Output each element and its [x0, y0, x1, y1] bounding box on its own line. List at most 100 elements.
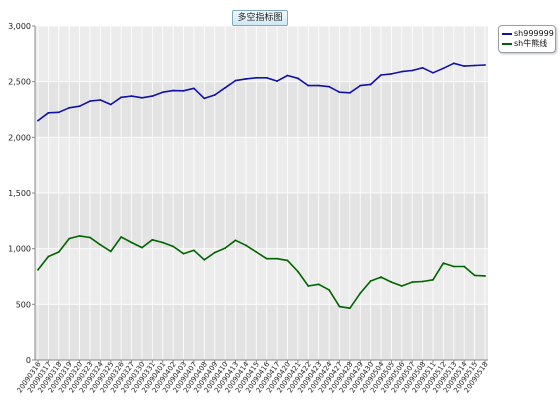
data-point-series-2 [390, 281, 393, 283]
data-point-series-2 [348, 307, 351, 310]
y-axis-ticks: 0 500 1,000 1,500 2,000 2,500 3,000 [8, 22, 35, 365]
data-point-series-1 [421, 66, 424, 69]
data-point-series-2 [473, 274, 476, 277]
data-point-series-2 [141, 246, 143, 249]
data-point-series-1 [380, 74, 382, 76]
y-tick-label: 2,000 [8, 133, 31, 142]
data-point-series-2 [442, 262, 445, 265]
data-point-series-2 [411, 281, 414, 283]
data-point-series-2 [161, 241, 164, 244]
y-tick-label: 500 [16, 300, 31, 309]
data-point-series-2 [369, 280, 372, 282]
data-point-series-2 [99, 243, 102, 246]
data-point-series-2 [203, 258, 206, 261]
data-point-series-1 [193, 87, 195, 90]
data-point-series-1 [369, 83, 372, 86]
grid-band [35, 137, 488, 193]
data-point-series-2 [89, 236, 91, 239]
data-point-series-1 [57, 111, 60, 114]
y-tick-label: 2,500 [8, 78, 31, 87]
data-point-series-2 [193, 249, 195, 252]
data-point-series-1 [213, 94, 216, 96]
legend-swatch-series-2 [502, 43, 512, 45]
data-point-series-2 [307, 285, 310, 287]
data-point-series-2 [47, 255, 50, 258]
data-point-series-1 [37, 119, 39, 122]
chart-title: 多空指标图 [232, 10, 288, 26]
data-point-series-2 [213, 251, 216, 254]
data-point-series-2 [338, 305, 341, 308]
data-point-series-1 [141, 96, 143, 99]
data-point-series-2 [463, 265, 466, 268]
data-point-series-1 [359, 84, 362, 87]
grid-band [35, 81, 488, 138]
data-point-series-1 [307, 84, 310, 87]
y-tick-label: 1,000 [8, 245, 31, 254]
series-line-1 [37, 62, 486, 122]
data-point-series-1 [109, 103, 112, 106]
data-point-series-2 [452, 265, 455, 268]
data-point-series-1 [255, 76, 258, 79]
grid-band [35, 248, 488, 305]
data-point-series-1 [484, 64, 486, 66]
data-point-series-2 [57, 251, 60, 253]
data-point-series-1 [348, 91, 351, 94]
data-point-series-1 [473, 64, 476, 67]
data-point-series-1 [78, 105, 81, 108]
data-point-series-1 [224, 86, 227, 89]
data-point-series-1 [442, 67, 445, 70]
data-point-series-2 [182, 252, 185, 255]
grid-band [35, 26, 488, 82]
data-point-series-1 [68, 106, 71, 109]
data-point-series-2 [286, 259, 289, 262]
grid-band [35, 193, 488, 249]
y-tick-label: 1,500 [8, 189, 31, 198]
data-point-series-1 [296, 77, 299, 80]
data-point-series-1 [89, 100, 91, 103]
data-point-series-1 [161, 91, 164, 94]
data-point-series-1 [265, 76, 268, 79]
data-point-series-2 [172, 245, 175, 248]
data-point-series-2 [380, 276, 382, 278]
data-point-series-1 [130, 95, 133, 98]
data-point-series-2 [224, 247, 227, 250]
data-point-series-1 [203, 97, 206, 100]
data-point-series-2 [317, 283, 320, 286]
data-point-series-2 [421, 280, 424, 283]
legend: sh999999 sh牛熊线 [498, 25, 556, 53]
legend-item-series-2: sh牛熊线 [502, 39, 556, 49]
data-point-series-2 [37, 268, 39, 271]
data-point-series-2 [359, 292, 362, 295]
data-point-series-1 [338, 91, 341, 94]
data-point-series-2 [130, 241, 133, 244]
data-point-series-1 [317, 84, 320, 87]
data-point-series-1 [120, 96, 123, 99]
data-point-series-2 [151, 238, 154, 241]
legend-label-series-2: sh牛熊线 [514, 39, 548, 48]
grid-lines [35, 25, 488, 361]
data-point-series-2 [276, 257, 278, 260]
data-point-series-1 [411, 69, 414, 72]
data-point-series-2 [245, 244, 247, 247]
series-lines [37, 62, 486, 310]
legend-item-series-1: sh999999 [502, 29, 556, 39]
y-tick-label: 0 [26, 356, 31, 365]
data-point-series-1 [172, 89, 175, 92]
data-point-series-1 [245, 77, 247, 80]
data-point-series-1 [286, 74, 289, 77]
data-point-series-1 [151, 95, 154, 98]
data-point-series-1 [400, 70, 403, 73]
legend-swatch-series-1 [502, 33, 512, 35]
data-point-series-2 [78, 234, 81, 237]
legend-label-series-1: sh999999 [514, 29, 554, 38]
data-point-series-1 [99, 99, 102, 101]
series-line-2 [37, 235, 486, 310]
data-point-series-1 [390, 72, 393, 75]
data-point-series-1 [432, 71, 434, 74]
data-point-series-2 [400, 285, 403, 287]
data-point-series-2 [234, 239, 237, 242]
data-point-series-2 [68, 237, 71, 240]
data-point-series-1 [234, 79, 237, 82]
y-tick-label: 3,000 [8, 22, 31, 31]
